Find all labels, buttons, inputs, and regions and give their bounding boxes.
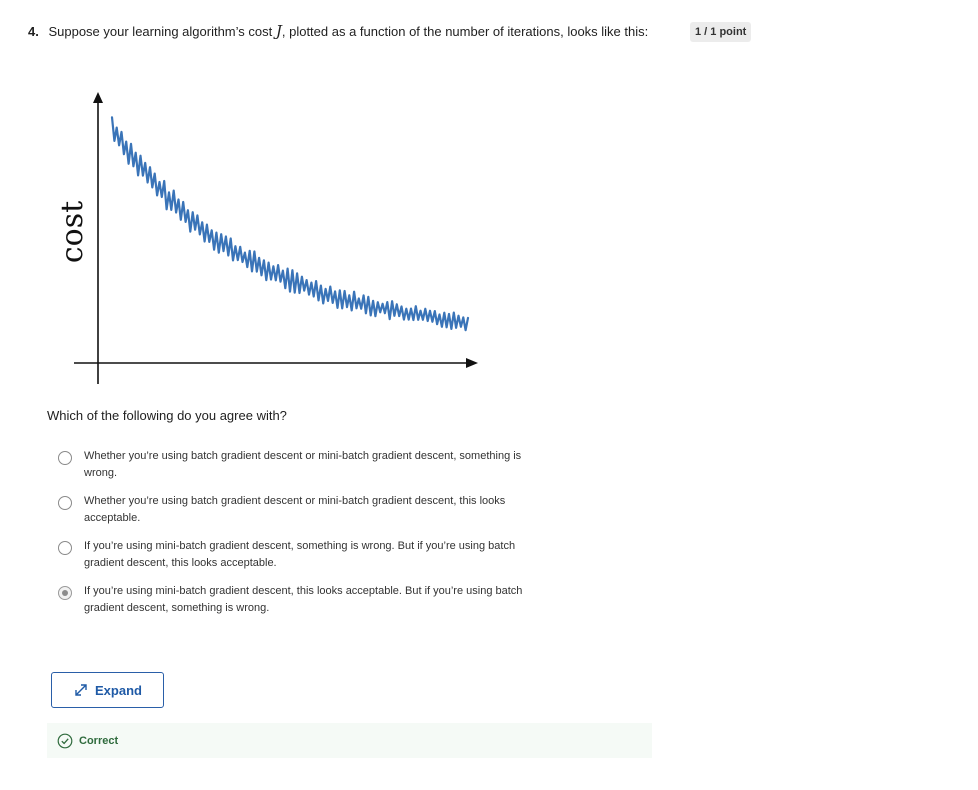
question-text-before: Suppose your learning algorithm’s cost xyxy=(48,24,276,39)
check-circle-icon xyxy=(57,733,73,748)
question-prompt: Which of the following do you agree with… xyxy=(47,408,287,423)
radio-button-4[interactable] xyxy=(58,586,72,600)
y-axis-label: cost xyxy=(55,201,90,263)
expand-button[interactable]: Expand xyxy=(51,672,164,708)
feedback-status: Correct xyxy=(79,734,119,747)
feedback-banner: Correct xyxy=(47,723,652,758)
radio-button-2[interactable] xyxy=(58,496,72,510)
option-4-text: If you’re using mini-batch gradient desc… xyxy=(84,585,523,614)
option-2-text: Whether you’re using batch gradient desc… xyxy=(84,495,506,524)
option-1-text: Whether you’re using batch gradient desc… xyxy=(84,450,522,479)
question-number: 4. xyxy=(28,24,39,39)
y-axis-arrowhead xyxy=(93,92,103,103)
option-4[interactable]: If you’re using mini-batch gradient desc… xyxy=(58,583,558,628)
option-1[interactable]: Whether you’re using batch gradient desc… xyxy=(58,448,558,493)
option-2[interactable]: Whether you’re using batch gradient desc… xyxy=(58,493,558,538)
expand-arrows-icon xyxy=(75,684,87,696)
expand-button-label: Expand xyxy=(95,682,142,698)
cost-curve xyxy=(110,116,470,332)
radio-button-3[interactable] xyxy=(58,541,72,555)
question-header: 4. Suppose your learning algorithm’s cos… xyxy=(28,22,668,41)
question-text-after: , plotted as a function of the number of… xyxy=(281,24,649,39)
math-symbol-j: J xyxy=(275,22,282,40)
answer-options: Whether you’re using batch gradient desc… xyxy=(58,448,558,628)
x-axis-arrowhead xyxy=(466,358,478,368)
cost-figure: cost xyxy=(50,82,490,388)
option-3[interactable]: If you’re using mini-batch gradient desc… xyxy=(58,538,558,583)
cost-plot: cost xyxy=(55,92,478,384)
option-3-text: If you’re using mini-batch gradient desc… xyxy=(84,540,516,569)
points-badge: 1 / 1 point xyxy=(690,22,752,42)
radio-button-1[interactable] xyxy=(58,451,72,465)
